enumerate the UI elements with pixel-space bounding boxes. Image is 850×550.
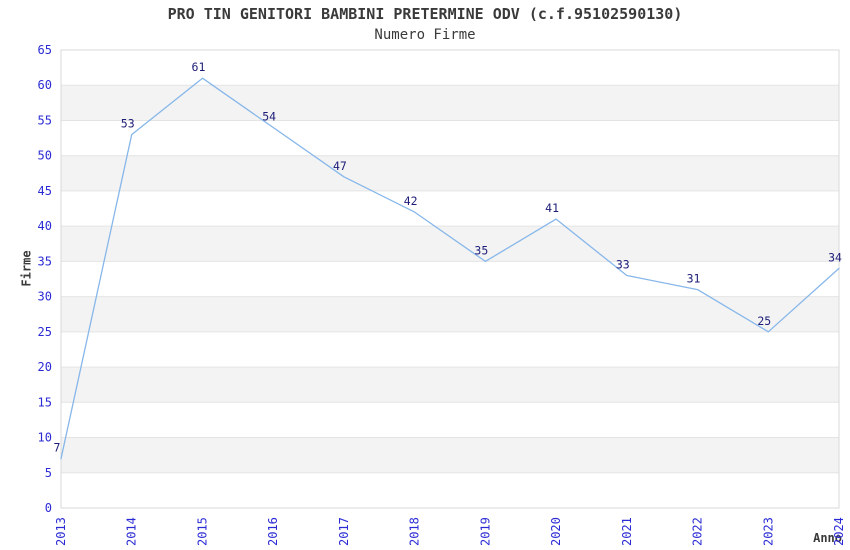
x-tick-label: 2021 bbox=[620, 517, 634, 546]
y-tick-label: 0 bbox=[45, 501, 52, 515]
grid-band bbox=[61, 296, 839, 332]
y-tick-label: 60 bbox=[38, 78, 52, 92]
y-tick-label: 25 bbox=[38, 325, 52, 339]
x-tick-label: 2019 bbox=[478, 517, 492, 546]
y-tick-label: 15 bbox=[38, 395, 52, 409]
y-tick-label: 10 bbox=[38, 431, 52, 445]
data-label: 53 bbox=[121, 117, 135, 131]
x-tick-label: 2020 bbox=[549, 517, 563, 546]
data-label: 34 bbox=[828, 250, 842, 264]
data-line bbox=[60, 77, 840, 460]
y-tick-label: 30 bbox=[38, 290, 52, 304]
x-tick-label: 2024 bbox=[832, 517, 846, 546]
y-tick-label: 50 bbox=[38, 149, 52, 163]
chart-subtitle: Numero Firme bbox=[374, 27, 476, 43]
data-label: 7 bbox=[54, 441, 61, 455]
data-label: 25 bbox=[757, 314, 771, 328]
x-tick-label: 2014 bbox=[125, 517, 139, 546]
data-label: 41 bbox=[545, 201, 559, 215]
y-tick-label: 35 bbox=[38, 254, 52, 268]
x-tick-label: 2013 bbox=[54, 517, 68, 546]
x-tick-label: 2023 bbox=[761, 517, 775, 546]
chart-title: PRO TIN GENITORI BAMBINI PRETERMINE ODV … bbox=[167, 5, 683, 23]
data-label: 31 bbox=[687, 272, 701, 286]
plot-border bbox=[60, 49, 840, 509]
x-tick-label: 2022 bbox=[691, 517, 705, 546]
data-label: 33 bbox=[616, 257, 630, 271]
x-tick-label: 2015 bbox=[195, 517, 209, 546]
x-axis-title: Anno bbox=[813, 531, 842, 545]
grid-band bbox=[61, 437, 839, 473]
grid-band bbox=[61, 85, 839, 121]
grid-band bbox=[61, 367, 839, 403]
x-tick-label: 2017 bbox=[337, 517, 351, 546]
x-tick-label: 2016 bbox=[266, 517, 280, 546]
y-tick-label: 5 bbox=[45, 466, 52, 480]
y-tick-label: 55 bbox=[38, 113, 52, 127]
grid-band bbox=[61, 155, 839, 191]
data-label: 54 bbox=[262, 110, 276, 124]
grid-band bbox=[61, 226, 839, 262]
data-label: 35 bbox=[474, 243, 488, 257]
data-label: 47 bbox=[333, 159, 347, 173]
y-tick-label: 40 bbox=[38, 219, 52, 233]
y-tick-label: 65 bbox=[38, 43, 52, 57]
data-label: 61 bbox=[192, 60, 206, 74]
x-tick-label: 2018 bbox=[408, 517, 422, 546]
data-label: 42 bbox=[404, 194, 418, 208]
y-tick-label: 45 bbox=[38, 184, 52, 198]
y-tick-label: 20 bbox=[38, 360, 52, 374]
